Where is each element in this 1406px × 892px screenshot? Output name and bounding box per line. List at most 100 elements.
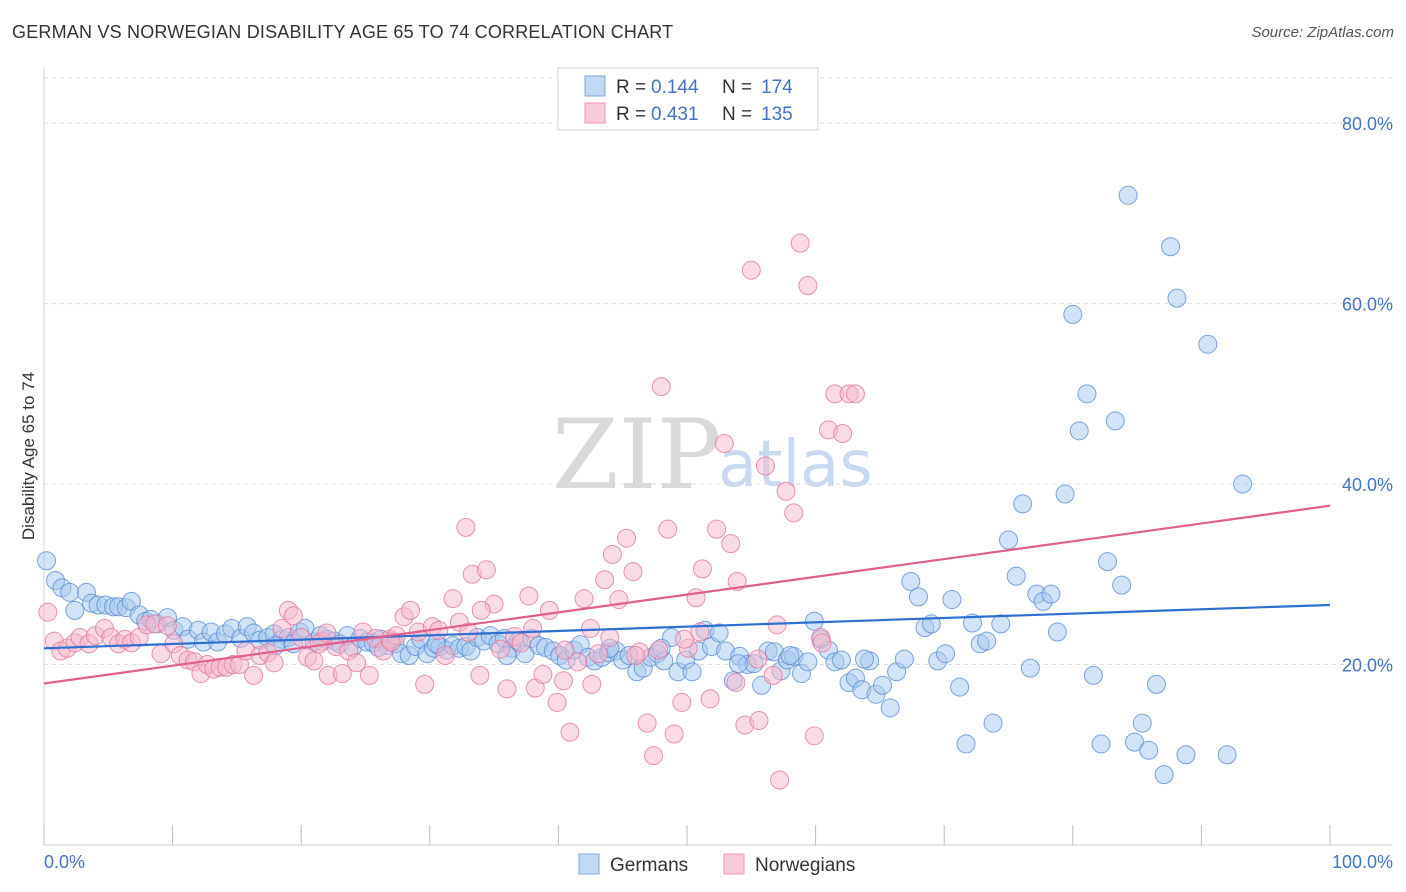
y-axis-label: Disability Age 65 to 74 xyxy=(19,372,38,540)
germans-point-135 xyxy=(962,613,982,633)
stats-legend: R = 0.144 N = 174 R = 0.431 N = 135 xyxy=(557,67,819,131)
norwegians-point-53 xyxy=(401,600,421,620)
norwegians-point-108 xyxy=(784,503,804,523)
norwegians-point-124 xyxy=(555,640,575,660)
norwegians-point-39 xyxy=(304,651,324,671)
norwegians-point-67 xyxy=(497,679,517,699)
germans-point-123 xyxy=(880,698,900,718)
germans-point-162 xyxy=(1154,765,1174,785)
norwegians-point-90 xyxy=(658,519,678,539)
norwegians-point-106 xyxy=(770,770,790,790)
germans-point-138 xyxy=(983,713,1003,733)
norwegians-point-55 xyxy=(415,674,435,694)
norwegians-point-78 xyxy=(574,589,594,609)
norwegians-point-92 xyxy=(672,692,692,712)
legend-r-label-0: R = xyxy=(616,77,646,98)
norwegians-point-134 xyxy=(812,633,832,653)
germans-point-158 xyxy=(1125,732,1145,752)
chart-title: GERMAN VS NORWEGIAN DISABILITY AGE 65 TO… xyxy=(12,22,674,42)
norwegians-point-72 xyxy=(533,664,553,684)
trend-lines xyxy=(43,504,1331,685)
germans-point-111 xyxy=(798,652,818,672)
norwegians-point-111 xyxy=(804,726,824,746)
germans-point-4 xyxy=(65,600,85,620)
germans-point-161 xyxy=(1146,674,1166,694)
germans-point-140 xyxy=(999,530,1018,550)
bottom-legend-swatch-germans xyxy=(578,853,600,875)
legend-r-value-1: 0.431 xyxy=(651,104,699,125)
norwegians-point-96 xyxy=(700,689,720,709)
norwegians-point-58 xyxy=(435,646,455,666)
norwegians-point-97 xyxy=(707,519,727,539)
norwegians-point-64 xyxy=(476,560,496,580)
norwegians-point-123 xyxy=(523,618,543,638)
norwegians-point-70 xyxy=(519,586,539,606)
watermark: ZIP atlas xyxy=(552,399,873,511)
norwegians-point-128 xyxy=(649,640,669,660)
germans-point-143 xyxy=(1020,658,1040,678)
norwegians-point-75 xyxy=(554,671,574,691)
germans-point-150 xyxy=(1069,421,1089,441)
norwegians-point-107 xyxy=(776,481,796,501)
legend-n-value-1: 135 xyxy=(761,104,793,125)
germans-point-116 xyxy=(831,650,851,670)
norwegians-point-69 xyxy=(511,633,531,653)
norwegians-point-34 xyxy=(272,618,292,638)
legend-r-value-0: 0.144 xyxy=(651,77,699,98)
bottom-legend-label-germans: Germans xyxy=(610,855,688,876)
germans-point-98 xyxy=(709,623,729,643)
legend-swatch-germans xyxy=(584,75,606,97)
norwegians-point-132 xyxy=(748,649,768,669)
norwegians-point-59 xyxy=(443,589,463,609)
germans-point-152 xyxy=(1083,665,1103,685)
gridlines xyxy=(44,77,1392,666)
germans-point-167 xyxy=(1217,745,1237,765)
norwegians-point-84 xyxy=(617,528,637,548)
norwegians-point-119 xyxy=(317,623,337,643)
norwegians-point-79 xyxy=(582,674,602,694)
germans-point-133 xyxy=(950,677,970,697)
germans-point-126 xyxy=(901,572,921,592)
norwegians-point-81 xyxy=(595,570,615,590)
norwegians-point-33 xyxy=(264,653,284,673)
legend-n-label-0: N = xyxy=(722,77,752,98)
germans-point-149 xyxy=(1063,304,1083,324)
norwegians-point-95 xyxy=(692,559,712,579)
germans-point-142 xyxy=(1013,494,1033,514)
norwegians-point-80 xyxy=(588,644,608,664)
norwegians-trend-line xyxy=(43,504,1331,685)
germans-point-147 xyxy=(1047,622,1067,642)
series-legend: Germans Norwegians xyxy=(578,853,855,876)
norwegians-point-130 xyxy=(690,622,710,642)
norwegians-point-87 xyxy=(637,713,657,733)
norwegians-point-91 xyxy=(664,724,684,744)
germans-point-171 xyxy=(728,654,748,674)
germans-point-169 xyxy=(854,649,874,669)
germans-point-153 xyxy=(1091,734,1111,754)
norwegians-point-98 xyxy=(714,433,734,453)
legend-n-value-0: 174 xyxy=(761,77,793,98)
norwegians-point-88 xyxy=(644,746,664,766)
norwegians-point-43 xyxy=(332,664,352,684)
y-tick-label-60: 60.0% xyxy=(1342,295,1393,315)
germans-point-166 xyxy=(1198,334,1218,354)
norwegians-point-99 xyxy=(721,534,741,554)
x-ticks xyxy=(43,825,1331,845)
germans-trend-line xyxy=(43,603,1331,650)
germans-point-139 xyxy=(991,614,1011,634)
germans-point-160 xyxy=(1139,740,1159,760)
norwegians-point-125 xyxy=(581,618,601,638)
norwegians-point-17 xyxy=(157,616,177,636)
norwegians-point-117 xyxy=(845,384,865,404)
series-norwegians xyxy=(38,233,865,790)
norwegians-point-121 xyxy=(458,622,478,642)
germans-point-168 xyxy=(1233,474,1253,494)
germans-point-163 xyxy=(1161,237,1181,257)
norwegians-point-0 xyxy=(38,602,58,622)
germans-point-157 xyxy=(1118,185,1138,205)
germans-point-170 xyxy=(780,646,800,666)
norwegians-point-61 xyxy=(456,517,476,537)
germans-point-127 xyxy=(908,587,928,607)
chart-source: Source: ZipAtlas.com xyxy=(1251,24,1394,41)
